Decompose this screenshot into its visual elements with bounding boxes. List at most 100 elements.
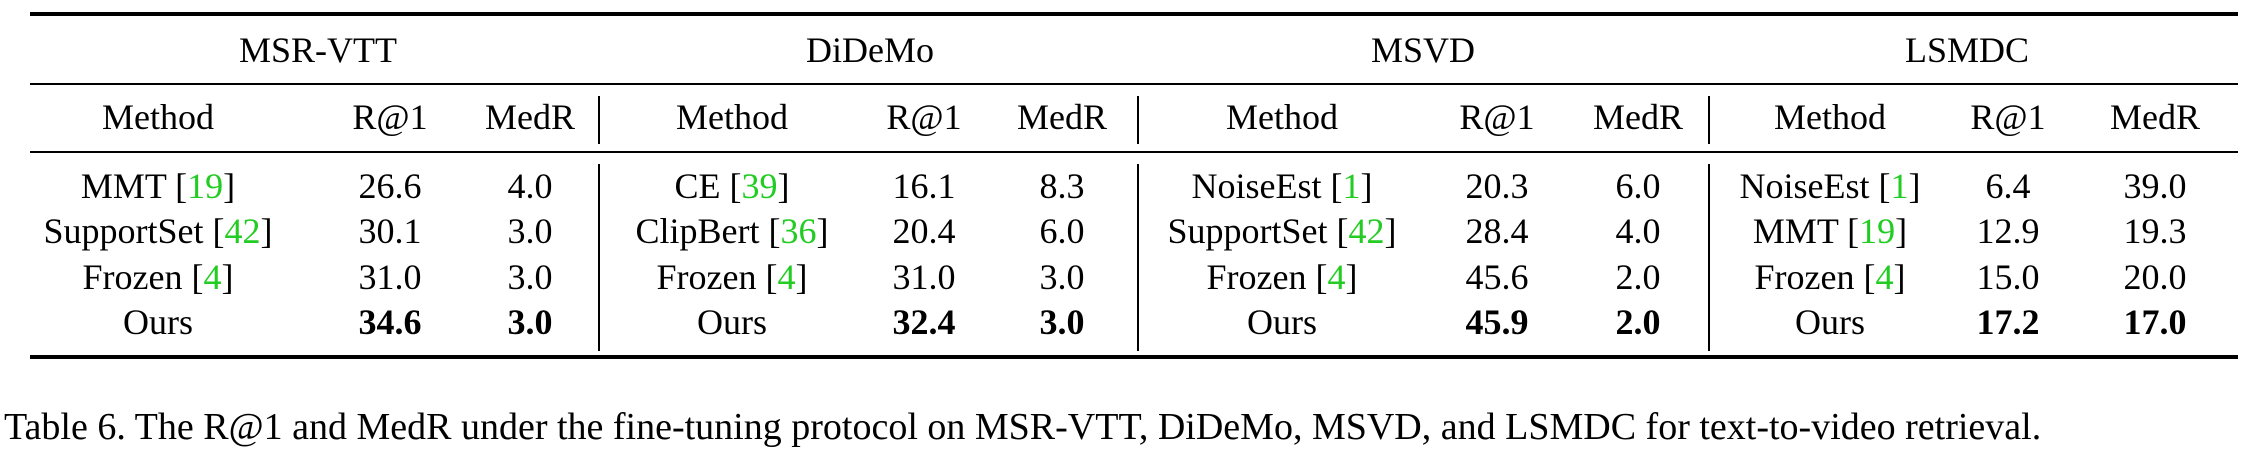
r1-value: 45.6 xyxy=(1465,257,1529,297)
mid-rule-2 xyxy=(30,151,2238,153)
method-name: Ours xyxy=(1795,302,1865,342)
method-cell: SupportSet [42] xyxy=(1167,211,1397,251)
method-name: Frozen xyxy=(1754,257,1855,297)
r1-value: 6.4 xyxy=(1985,166,2031,206)
table-caption: Table 6. The R@1 and MedR under the fine… xyxy=(4,406,2042,448)
method-cell: CE [39] xyxy=(674,166,790,206)
method-name: NoiseEst xyxy=(1739,166,1870,206)
citation-link[interactable]: 39 xyxy=(741,166,778,206)
medr-value: 6.0 xyxy=(1615,166,1661,206)
method-name: Frozen xyxy=(1206,257,1307,297)
method-cell: SupportSet [42] xyxy=(43,211,273,251)
r1-value: 12.9 xyxy=(1976,211,2040,251)
column-header: MedR xyxy=(2110,97,2200,137)
medr-value: 2.0 xyxy=(1615,302,1661,342)
medr-value: 19.3 xyxy=(2123,211,2187,251)
r1-value: 31.0 xyxy=(892,257,956,297)
method-name: Frozen xyxy=(656,257,757,297)
r1-value: 30.1 xyxy=(358,211,422,251)
r1-value: 17.2 xyxy=(1976,302,2040,342)
column-header: MedR xyxy=(485,97,575,137)
method-name: SupportSet xyxy=(1167,211,1328,251)
medr-value: 39.0 xyxy=(2123,166,2187,206)
dataset-title: MSR-VTT xyxy=(238,30,398,70)
method-name: ClipBert xyxy=(635,211,760,251)
method-cell: Ours xyxy=(1795,300,1865,344)
r1-value: 20.3 xyxy=(1465,166,1529,206)
method-name: Ours xyxy=(1247,302,1317,342)
method-cell: Frozen [4] xyxy=(1754,257,1906,297)
citation-link[interactable]: 4 xyxy=(777,257,796,297)
method-name: Ours xyxy=(123,302,193,342)
divider-1 xyxy=(598,96,600,144)
column-header: R@1 xyxy=(1459,97,1535,137)
medr-value: 8.3 xyxy=(1039,166,1085,206)
mid-rule-1 xyxy=(30,83,2238,85)
r1-value: 20.4 xyxy=(892,211,956,251)
medr-value: 3.0 xyxy=(1039,257,1085,297)
method-cell: MMT [19] xyxy=(80,166,236,206)
method-name: SupportSet xyxy=(43,211,204,251)
dataset-title: LSMDC xyxy=(1904,30,2030,70)
method-cell: Frozen [4] xyxy=(1206,257,1358,297)
column-header: Method xyxy=(1774,97,1886,137)
medr-value: 17.0 xyxy=(2123,302,2187,342)
method-cell: Frozen [4] xyxy=(82,257,234,297)
divider-2 xyxy=(1137,96,1139,144)
medr-value: 6.0 xyxy=(1039,211,1085,251)
dataset-title: DiDeMo xyxy=(806,30,934,70)
medr-value: 3.0 xyxy=(507,211,553,251)
divider-3 xyxy=(1708,96,1710,144)
column-header: Method xyxy=(676,97,788,137)
column-header: Method xyxy=(102,97,214,137)
citation-link[interactable]: 1 xyxy=(1890,166,1909,206)
method-name: CE xyxy=(674,166,721,206)
r1-value: 28.4 xyxy=(1465,211,1529,251)
method-name: MMT xyxy=(80,166,167,206)
citation-link[interactable]: 4 xyxy=(203,257,222,297)
column-header: MedR xyxy=(1017,97,1107,137)
medr-value: 3.0 xyxy=(507,302,553,342)
medr-value: 3.0 xyxy=(507,257,553,297)
divider-3b xyxy=(1708,164,1710,351)
method-cell: NoiseEst [1] xyxy=(1191,166,1373,206)
citation-link[interactable]: 42 xyxy=(1348,211,1385,251)
r1-value: 26.6 xyxy=(358,166,422,206)
method-cell: Ours xyxy=(697,300,767,344)
dataset-title: MSVD xyxy=(1370,30,1476,70)
medr-value: 4.0 xyxy=(507,166,553,206)
citation-link[interactable]: 42 xyxy=(224,211,261,251)
method-cell: Ours xyxy=(123,300,193,344)
top-rule xyxy=(30,12,2238,16)
citation-link[interactable]: 4 xyxy=(1327,257,1346,297)
medr-value: 4.0 xyxy=(1615,211,1661,251)
citation-link[interactable]: 1 xyxy=(1342,166,1361,206)
column-header: R@1 xyxy=(352,97,428,137)
r1-value: 15.0 xyxy=(1976,257,2040,297)
divider-2b xyxy=(1137,164,1139,351)
method-name: NoiseEst xyxy=(1191,166,1322,206)
method-cell: Ours xyxy=(1247,300,1317,344)
column-header: Method xyxy=(1226,97,1338,137)
r1-value: 45.9 xyxy=(1465,302,1529,342)
method-cell: MMT [19] xyxy=(1752,211,1908,251)
column-header: R@1 xyxy=(886,97,962,137)
medr-value: 20.0 xyxy=(2123,257,2187,297)
method-cell: Frozen [4] xyxy=(656,257,808,297)
citation-link[interactable]: 36 xyxy=(780,211,817,251)
r1-value: 31.0 xyxy=(358,257,422,297)
method-name: Ours xyxy=(697,302,767,342)
method-name: Frozen xyxy=(82,257,183,297)
bottom-rule xyxy=(30,355,2238,359)
method-cell: NoiseEst [1] xyxy=(1739,166,1921,206)
citation-link[interactable]: 4 xyxy=(1875,257,1894,297)
column-header: MedR xyxy=(1593,97,1683,137)
method-name: MMT xyxy=(1752,211,1839,251)
citation-link[interactable]: 19 xyxy=(1859,211,1896,251)
r1-value: 32.4 xyxy=(892,302,956,342)
citation-link[interactable]: 19 xyxy=(187,166,224,206)
method-cell: ClipBert [36] xyxy=(635,211,829,251)
column-header: R@1 xyxy=(1970,97,2046,137)
medr-value: 2.0 xyxy=(1615,257,1661,297)
divider-1b xyxy=(598,164,600,351)
